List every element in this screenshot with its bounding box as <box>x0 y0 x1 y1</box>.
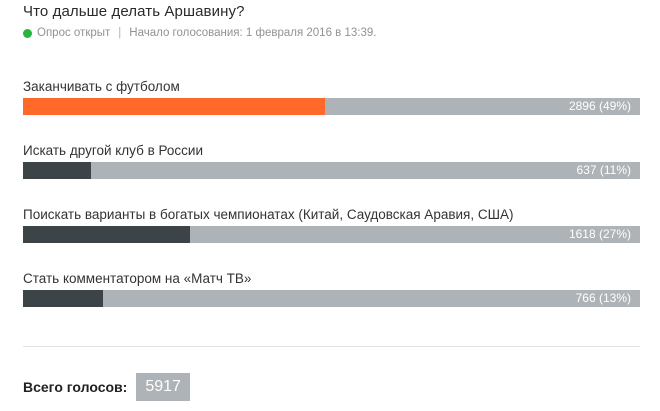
option-label: Искать другой клуб в России <box>23 143 203 158</box>
option-votes: 1618 (27%) <box>568 227 631 241</box>
poll-option[interactable]: Стать комментатором на «Матч ТВ» 766 (13… <box>23 271 641 311</box>
option-label: Заканчивать с футболом <box>23 79 180 94</box>
status-dot-icon <box>23 28 32 38</box>
option-votes: 2896 (49%) <box>568 99 631 113</box>
poll-title: Что дальше делать Аршавину? <box>23 3 245 20</box>
total-count-badge: 5917 <box>136 373 190 401</box>
option-bar: 637 (11%) <box>23 162 640 179</box>
poll-option[interactable]: Поискать варианты в богатых чемпионатах … <box>23 207 641 247</box>
total-votes: Всего голосов: 5917 <box>23 373 190 401</box>
poll-status: Опрос открыт <box>37 27 111 39</box>
option-votes: 637 (11%) <box>576 163 631 177</box>
option-bar: 766 (13%) <box>23 290 640 307</box>
option-votes: 766 (13%) <box>575 291 631 305</box>
option-label: Стать комментатором на «Матч ТВ» <box>23 271 252 286</box>
total-label: Всего голосов: <box>23 379 128 395</box>
poll-meta: Опрос открыт | Начало голосования: 1 фев… <box>23 27 376 39</box>
option-bar: 2896 (49%) <box>23 98 640 115</box>
meta-separator: | <box>118 27 122 39</box>
poll-start-date: Начало голосования: 1 февраля 2016 в 13:… <box>129 27 377 39</box>
option-bar-fill <box>23 162 91 179</box>
option-bar-fill <box>23 98 326 115</box>
option-bar: 1618 (27%) <box>23 226 640 243</box>
poll-option[interactable]: Заканчивать с футболом 2896 (49%) <box>23 79 641 119</box>
option-bar-fill <box>23 226 190 243</box>
option-label: Поискать варианты в богатых чемпионатах … <box>23 207 514 222</box>
divider <box>23 346 640 347</box>
option-bar-fill <box>23 290 104 307</box>
poll-option[interactable]: Искать другой клуб в России 637 (11%) <box>23 143 641 183</box>
